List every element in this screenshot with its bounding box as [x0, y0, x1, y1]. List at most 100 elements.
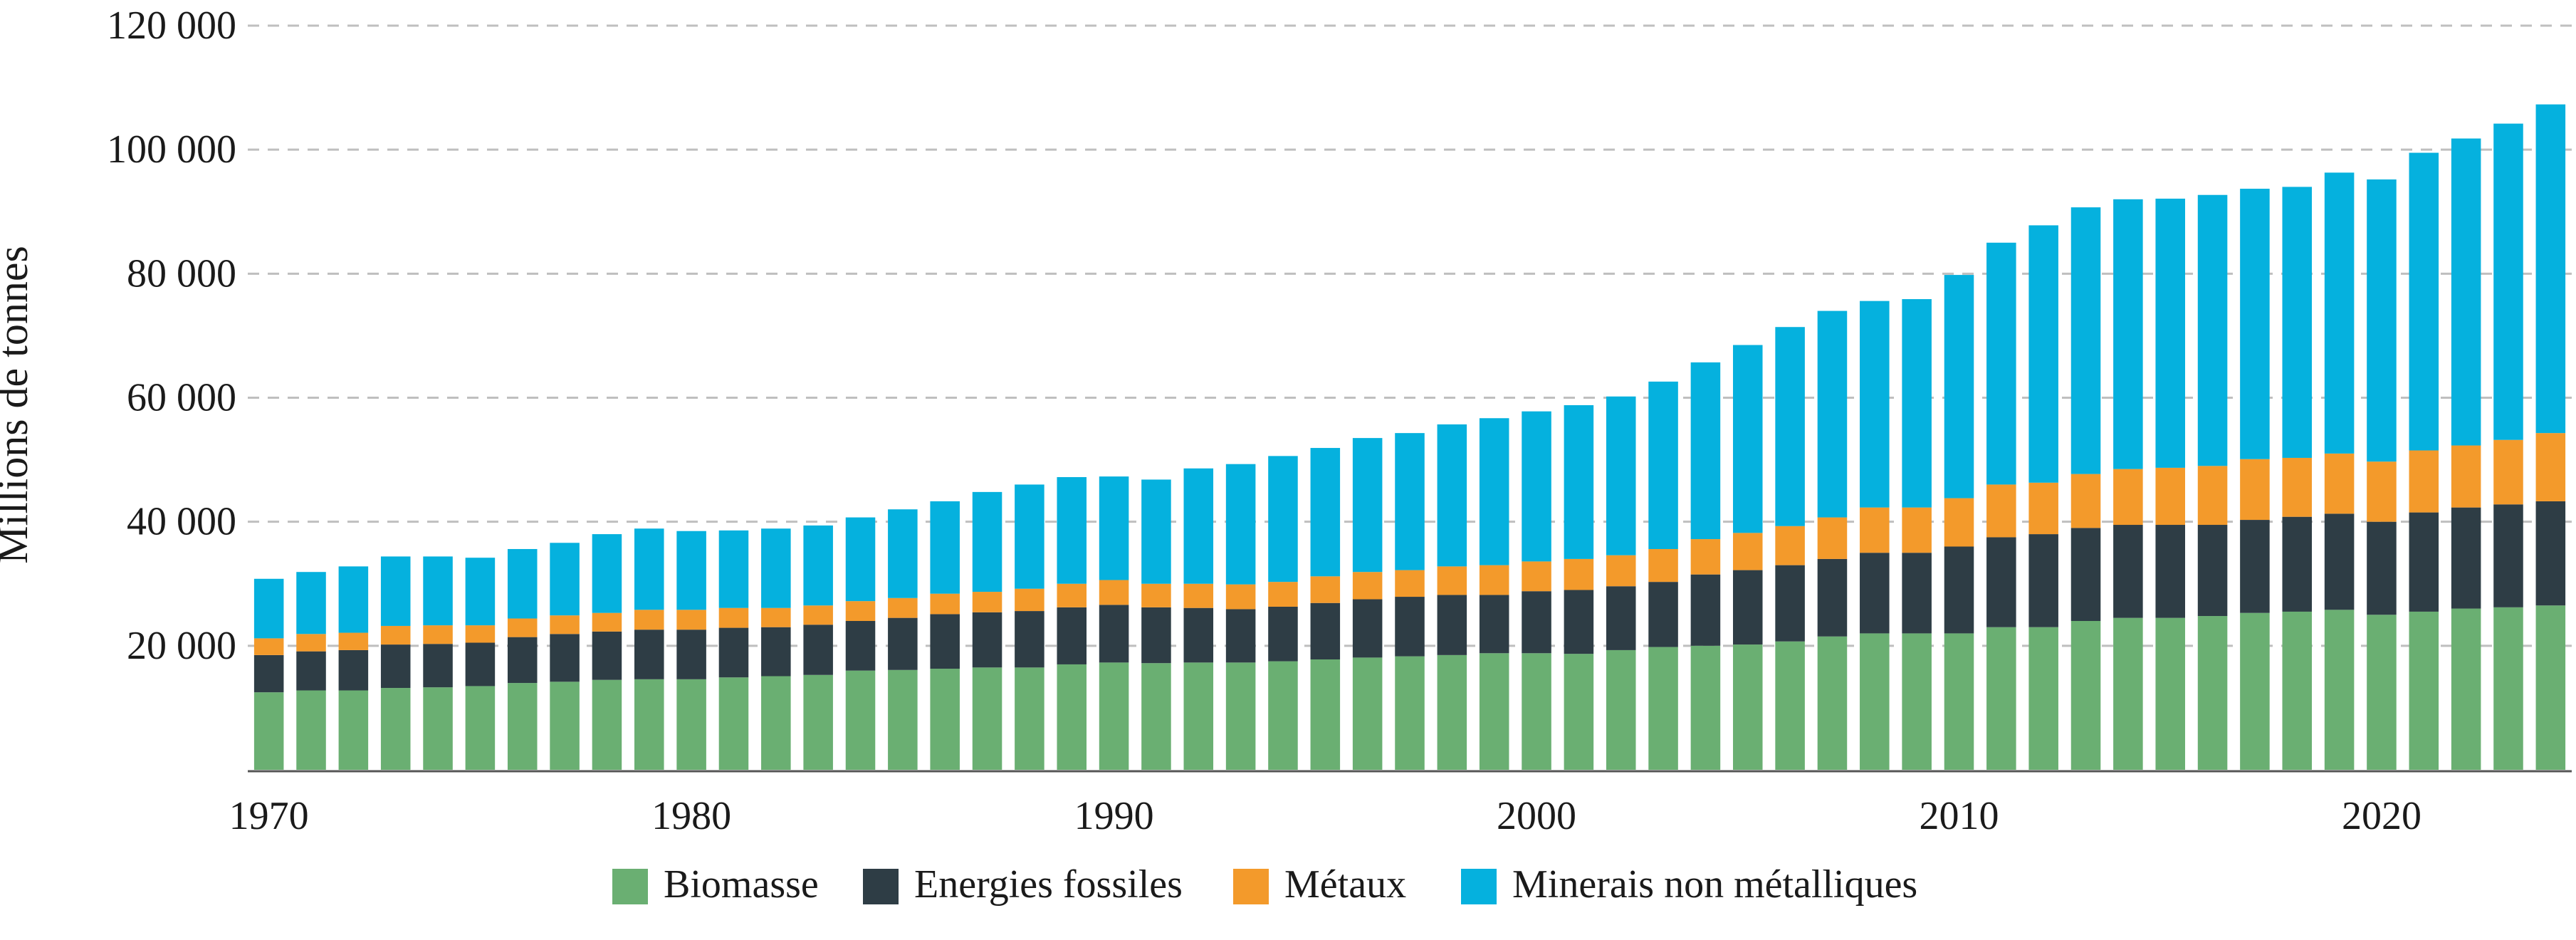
bar-segment: [930, 614, 960, 669]
bar-segment: [718, 677, 749, 770]
bar-segment: [888, 669, 918, 770]
bar-segment: [1564, 654, 1594, 770]
bar-segment: [1775, 565, 1805, 642]
bar-segment: [634, 528, 664, 610]
bar-segment: [1732, 644, 1763, 770]
bar-segment: [2535, 605, 2566, 770]
bar-segment: [676, 610, 706, 630]
bar-segment: [1902, 633, 1932, 770]
bar-segment: [1817, 310, 1848, 518]
bar-segment: [1606, 586, 1636, 650]
bar-segment: [2028, 627, 2058, 770]
bar-segment: [2282, 457, 2313, 517]
bar-segment: [1648, 582, 1678, 647]
x-tick-labels: 1970 1980 1990 2000 2010 2020: [229, 794, 2421, 838]
bar-segment: [2028, 482, 2058, 535]
bar-segment: [888, 617, 918, 670]
bar-segment: [1395, 656, 1425, 770]
x-tick-label: 1980: [651, 794, 731, 838]
bar-segment: [2409, 611, 2439, 770]
bar-segment: [1099, 662, 1129, 770]
bar-segment: [296, 634, 326, 652]
bar-segment: [1860, 507, 1890, 553]
bar-segment: [2070, 528, 2101, 622]
bar-segment: [1986, 484, 2016, 538]
bar-segment: [1860, 633, 1890, 770]
bar-segment: [1268, 661, 1298, 770]
bar-segment: [1015, 667, 1044, 770]
bar-segment: [1310, 659, 1341, 770]
bar-segment: [1648, 647, 1678, 770]
bar-segment: [2367, 615, 2397, 770]
bar-segment: [676, 679, 706, 770]
bar-segment: [1690, 362, 1721, 540]
bar-segment: [803, 674, 833, 770]
bar-segment: [2197, 616, 2228, 770]
bar-segment: [2493, 607, 2523, 770]
bar-segment: [2451, 608, 2481, 770]
bar-segment: [1057, 583, 1087, 607]
bar-segment: [1225, 584, 1256, 610]
bar-segment: [1986, 627, 2016, 770]
bar-segment: [2070, 207, 2101, 474]
bar-segment: [2113, 199, 2143, 469]
bar-segment: [2409, 450, 2439, 513]
bar-segment: [1395, 597, 1425, 657]
bar-segment: [1606, 396, 1636, 555]
bar-segment: [465, 642, 496, 686]
y-tick-labels: 20 000 40 000 60 000 80 000 100 000 120 000: [107, 4, 236, 668]
bar-segment: [550, 615, 580, 634]
bar-segment: [2197, 525, 2228, 617]
bar-segment: [296, 572, 326, 634]
bar-segment: [423, 644, 453, 688]
bar-segment: [803, 625, 833, 675]
bar-segment: [2197, 194, 2228, 466]
bar-segment: [1183, 607, 1214, 663]
bar-segment: [1648, 381, 1678, 549]
bar-segment: [1817, 636, 1848, 770]
y-axis-title: Millions de tonnes: [0, 246, 36, 564]
legend-label: Biomasse: [664, 862, 819, 907]
bar-segment: [1775, 327, 1805, 526]
bar-segment: [1564, 404, 1594, 559]
bar-segment: [1310, 576, 1341, 603]
bar-segment: [507, 637, 538, 684]
bar-segment: [1057, 664, 1087, 770]
bar-segment: [972, 612, 1002, 668]
bar-segment: [338, 632, 369, 650]
bar-segment: [2113, 617, 2143, 770]
bar-segment: [1690, 574, 1721, 646]
bar-segment: [2240, 612, 2270, 770]
bar-segment: [507, 618, 538, 637]
bar-segment: [1437, 566, 1467, 595]
bar-segment: [1860, 301, 1890, 508]
bar-segment: [2324, 513, 2355, 610]
bar-segment: [1183, 583, 1214, 608]
bar-segment: [1606, 555, 1636, 587]
bar-segment: [2367, 179, 2397, 462]
bar-segment: [2493, 504, 2523, 607]
bar-segment: [2367, 521, 2397, 615]
bar-segment: [761, 627, 791, 677]
bar-segment: [930, 593, 960, 615]
bar-segment: [1268, 582, 1298, 607]
bar-segment: [2240, 189, 2270, 459]
legend-label: Minerais non métalliques: [1512, 862, 1917, 907]
bar-segment: [2409, 152, 2439, 451]
bar-segment: [1225, 609, 1256, 663]
bar-segment: [380, 556, 411, 626]
bar-segment: [1522, 411, 1551, 562]
bar-segment: [761, 607, 791, 627]
bar-segment: [1817, 517, 1848, 559]
bar-segment: [380, 688, 411, 770]
bar-segment: [1479, 653, 1509, 770]
bar-segment: [2493, 439, 2523, 505]
bar-segment: [2535, 104, 2566, 434]
bar-segment: [1775, 526, 1805, 565]
bar-segment: [2197, 466, 2228, 526]
bar-segment: [930, 501, 960, 594]
bar-segment: [507, 683, 538, 770]
bar-segment: [1902, 507, 1932, 553]
bar-segment: [1944, 633, 1974, 770]
bar-segment: [1522, 561, 1551, 592]
